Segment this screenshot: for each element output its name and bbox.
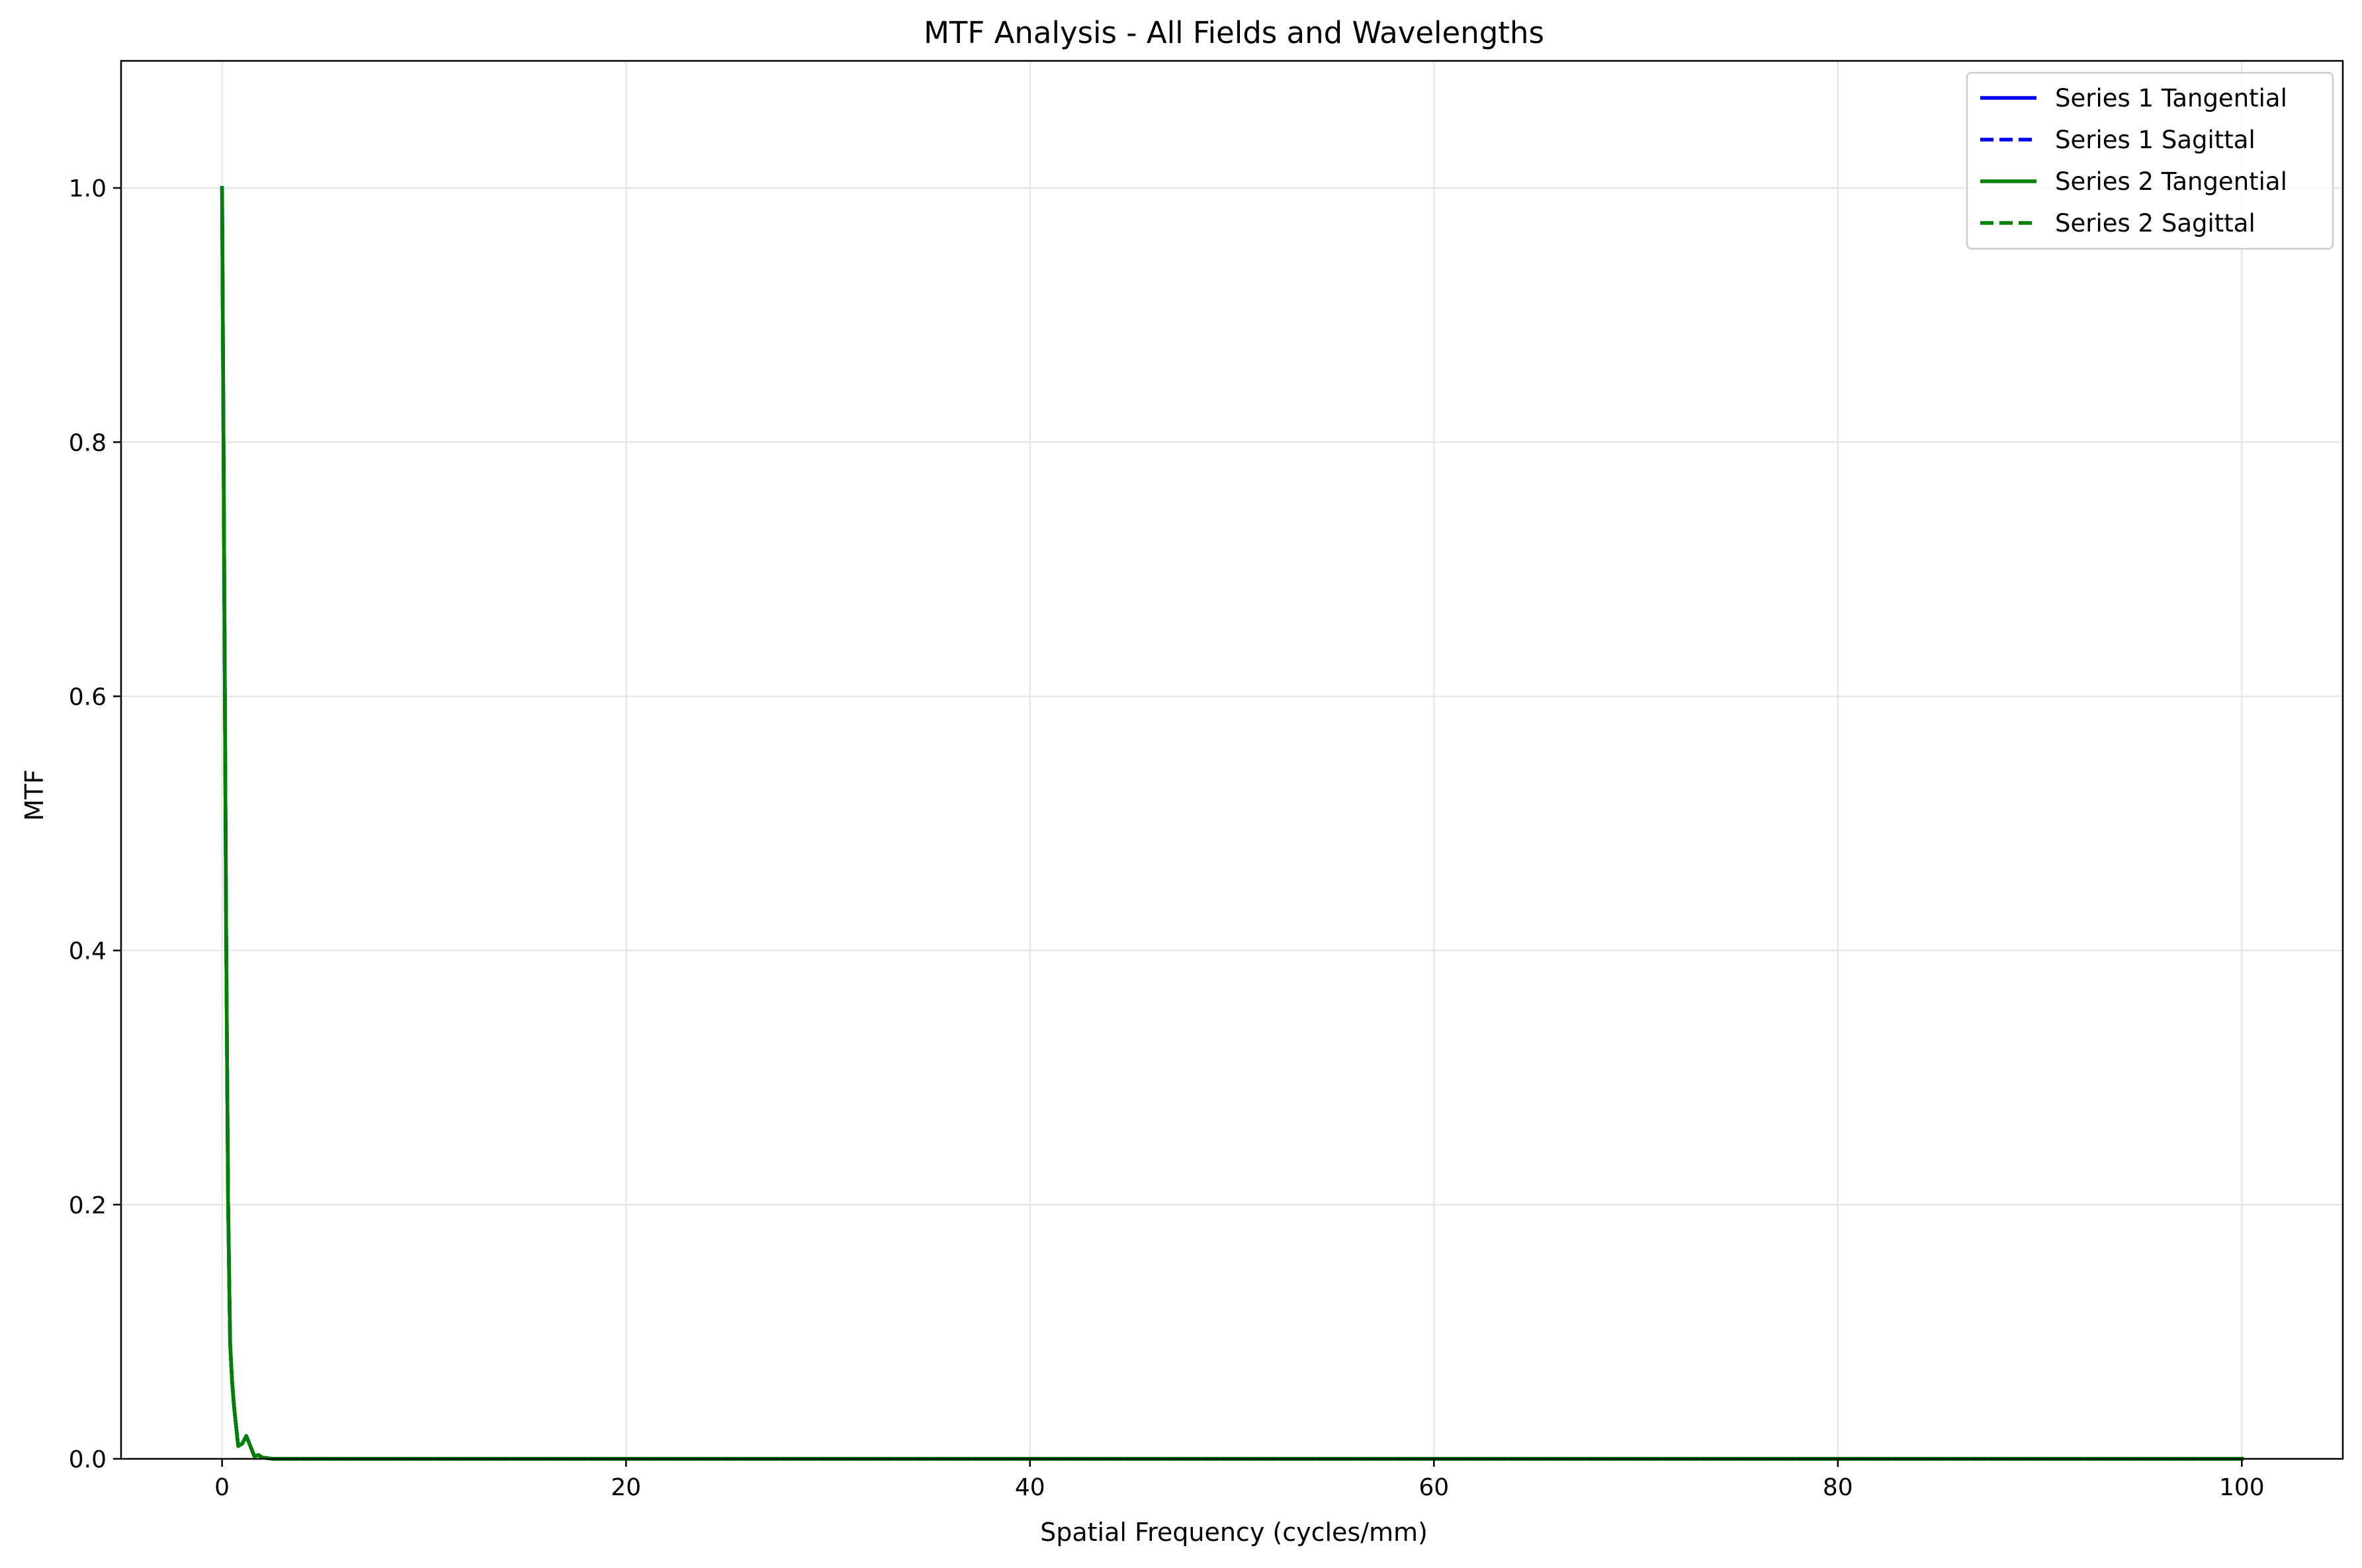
series-line-4	[220, 186, 2244, 1461]
legend-box	[1966, 71, 2334, 250]
y-tick-label: 0.8	[69, 429, 107, 457]
y-tick-label: 0.0	[69, 1446, 107, 1473]
legend-label-2: Series 1 Sagittal	[2055, 126, 2255, 154]
legend: Series 1 Tangential Series 1 Sagittal Seri…	[1966, 71, 2334, 250]
x-tick-label: 100	[2219, 1474, 2265, 1501]
y-tick-label: 1.0	[69, 175, 107, 202]
y-tick-label: 0.4	[69, 938, 107, 965]
x-tick-label: 0	[214, 1474, 230, 1501]
x-tick-label: 80	[1823, 1474, 1853, 1501]
plot-frame	[120, 60, 2344, 1460]
chart-title: MTF Analysis - All Fields and Wavelength…	[924, 15, 1544, 50]
tick-marks: 0 20 40 60 80 100 0.0 0.2 0.4 0.6 0.8 1.0	[69, 175, 2265, 1501]
legend-label-1: Series 1 Tangential	[2055, 84, 2287, 112]
y-axis-label: MTF	[20, 769, 49, 821]
x-axis-label: Spatial Frequency (cycles/mm)	[1040, 1518, 1428, 1547]
x-tick-label: 60	[1419, 1474, 1449, 1501]
axes	[120, 60, 2344, 1460]
grid-lines	[121, 61, 2343, 1459]
y-tick-label: 0.6	[69, 683, 107, 711]
legend-label-3: Series 2 Tangential	[2055, 167, 2287, 196]
x-tick-label: 40	[1015, 1474, 1045, 1501]
legend-label-4: Series 2 Sagittal	[2055, 209, 2255, 238]
y-tick-label: 0.2	[69, 1192, 107, 1219]
x-tick-label: 20	[611, 1474, 641, 1501]
